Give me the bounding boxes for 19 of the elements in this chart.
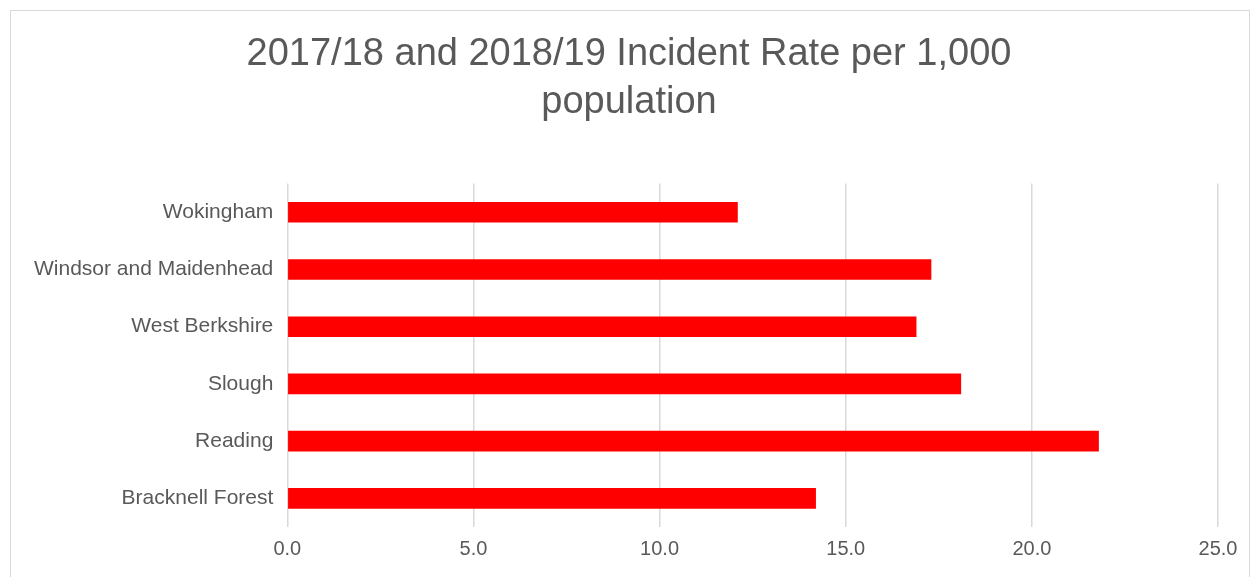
x-tick-label: 0.0	[273, 536, 302, 559]
bar	[288, 373, 962, 395]
chart-title: 2017/18 and 2018/19 Incident Rate per 1,000 population	[245, 30, 1013, 123]
y-tick-label: Slough	[207, 370, 274, 394]
bar	[288, 316, 917, 337]
bar	[288, 430, 1099, 452]
bar	[288, 259, 932, 280]
y-tick-label: Reading	[195, 427, 274, 451]
x-tick-label: 15.0	[826, 536, 866, 559]
y-tick-label: Bracknell Forest	[121, 485, 274, 509]
bar	[288, 201, 738, 223]
x-tick-label: 25.0	[1198, 536, 1238, 559]
y-tick-label: West Berkshire	[131, 313, 274, 337]
bar	[288, 488, 816, 509]
x-tick-label: 10.0	[640, 536, 680, 559]
x-tick-label: 5.0	[459, 536, 488, 559]
y-tick-label: Windsor and Maidenhead	[33, 256, 274, 280]
y-tick-label: Wokingham	[162, 199, 274, 223]
x-tick-label: 20.0	[1012, 536, 1052, 559]
